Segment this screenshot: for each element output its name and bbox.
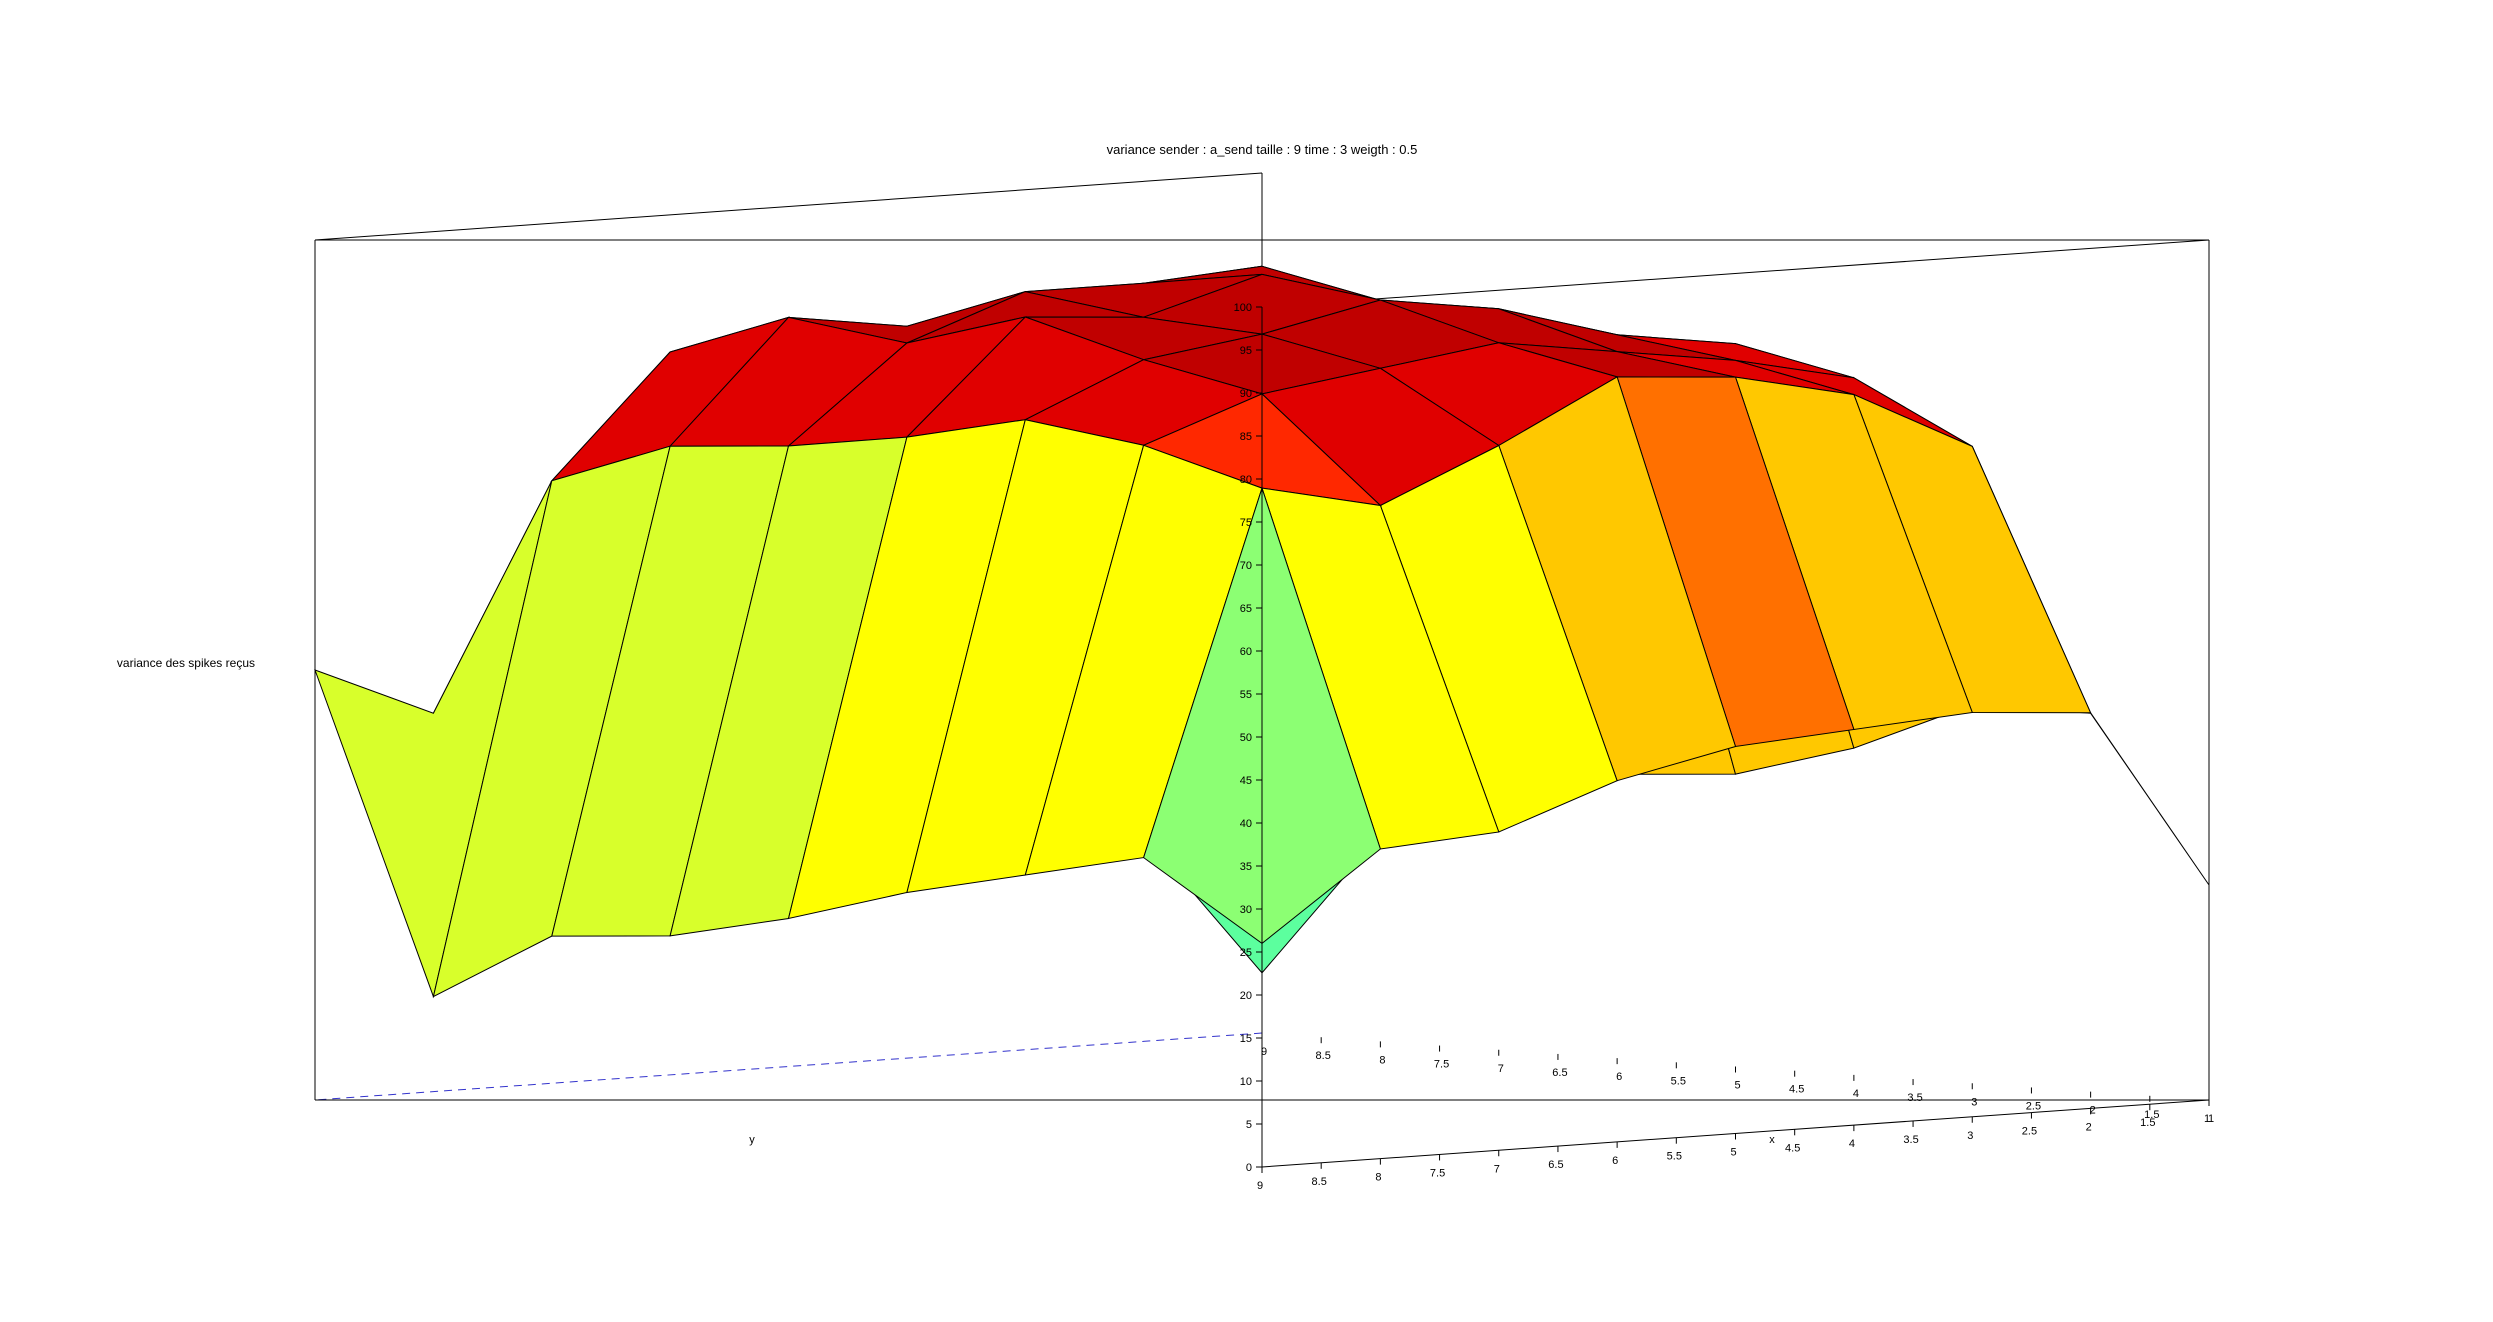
z-tick-label: 80	[1240, 474, 1252, 486]
z-tick-label: 65	[1240, 603, 1252, 615]
y-tick-label: 9	[1257, 1180, 1263, 1192]
back-floor-edge-right	[314, 1032, 1263, 1101]
z-tick-label: 5	[1246, 1119, 1252, 1131]
y-tick-label: 1	[2204, 1113, 2210, 1125]
z-tick-label: 40	[1240, 818, 1252, 830]
z-tick-label: 30	[1240, 904, 1252, 916]
x-tick-label: 8.5	[1316, 1050, 1331, 1062]
z-tick-label: 20	[1240, 990, 1252, 1002]
x-tick-label: 9	[1261, 1046, 1267, 1058]
x-tick-label: 7.5	[1434, 1059, 1449, 1071]
x-tick-label: 5.5	[1671, 1075, 1686, 1087]
z-tick-label: 100	[1234, 302, 1252, 314]
x-tick-label: 8	[1379, 1054, 1385, 1066]
z-tick-label: 90	[1240, 388, 1252, 400]
z-tick-label: 0	[1246, 1162, 1252, 1174]
y-tick-label: 5	[1730, 1147, 1736, 1159]
z-tick-label: 70	[1240, 560, 1252, 572]
x-tick-label: 3.5	[1907, 1092, 1922, 1104]
z-tick-label: 75	[1240, 517, 1252, 529]
z-tick-label: 45	[1240, 775, 1252, 787]
y-tick-label: 1.5	[2140, 1117, 2155, 1129]
y-tick-label: 7.5	[1430, 1167, 1445, 1179]
y-tick-label: 3	[1967, 1130, 1973, 1142]
x-axis-label: x	[1769, 1134, 1775, 1146]
y-tick-label: 7	[1494, 1163, 1500, 1175]
y-tick-label: 8.5	[1312, 1176, 1327, 1188]
y-tick-label: 2	[2086, 1121, 2092, 1133]
z-tick-label: 85	[1240, 431, 1252, 443]
x-tick-label: 2	[2090, 1105, 2096, 1117]
z-tick-label: 25	[1240, 947, 1252, 959]
y-tick-label: 8	[1375, 1172, 1381, 1184]
y-tick-label: 5.5	[1667, 1151, 1682, 1163]
x-tick-label: 5	[1734, 1080, 1740, 1092]
z-tick-label: 95	[1240, 345, 1252, 357]
z-tick-label: 50	[1240, 732, 1252, 744]
y-tick-label: 4	[1849, 1138, 1855, 1150]
x-tick-label: 4.5	[1789, 1084, 1804, 1096]
x-tick-label: 6.5	[1552, 1067, 1567, 1079]
x-tick-label: 1	[2208, 1113, 2214, 1125]
y-axis-label: y	[749, 1134, 755, 1146]
z-tick-label: 60	[1240, 646, 1252, 658]
z-axis-label: variance des spikes reçus	[117, 656, 255, 670]
top-edge-back-right	[314, 172, 1263, 241]
x-tick-label: 1.5	[2144, 1109, 2159, 1121]
x-tick-label: 3	[1971, 1096, 1977, 1108]
z-tick-label: 15	[1240, 1033, 1252, 1045]
top-edge-front-left	[1261, 239, 2210, 308]
x-tick-label: 6	[1616, 1071, 1622, 1083]
y-tick-label: 6.5	[1548, 1159, 1563, 1171]
z-tick-label: 10	[1240, 1076, 1252, 1088]
y-tick-label: 3.5	[1903, 1134, 1918, 1146]
y-tick-label: 4.5	[1785, 1142, 1800, 1154]
z-tick-label: 35	[1240, 861, 1252, 873]
x-tick-label: 7	[1498, 1063, 1504, 1075]
y-tick-label: 2.5	[2022, 1126, 2037, 1138]
x-tick-label: 4	[1853, 1088, 1859, 1100]
axis-ticks: 0510152025303540455055606570758085909510…	[1234, 302, 2214, 1192]
z-tick-label: 55	[1240, 689, 1252, 701]
x-tick-label: 2.5	[2026, 1100, 2041, 1112]
chart-title: variance sender : a_send taille : 9 time…	[1107, 142, 1418, 157]
surface-mesh	[314, 265, 2210, 999]
y-tick-label: 6	[1612, 1155, 1618, 1167]
